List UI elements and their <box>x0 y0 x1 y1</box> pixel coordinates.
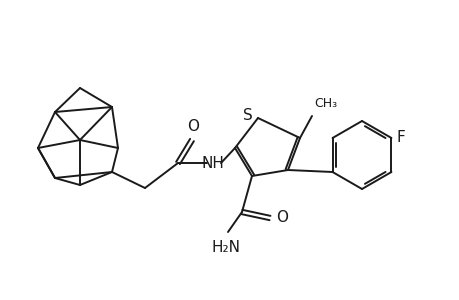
Text: H₂N: H₂N <box>211 240 240 255</box>
Text: S: S <box>243 109 252 124</box>
Text: NH: NH <box>201 155 224 170</box>
Text: CH₃: CH₃ <box>313 97 336 110</box>
Text: O: O <box>187 119 199 134</box>
Text: F: F <box>396 130 404 146</box>
Text: O: O <box>275 211 287 226</box>
